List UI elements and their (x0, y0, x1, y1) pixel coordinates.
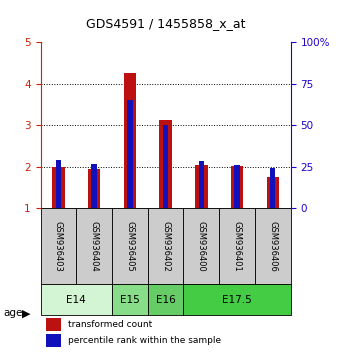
Text: GSM936404: GSM936404 (90, 221, 99, 272)
Text: GSM936405: GSM936405 (125, 221, 135, 272)
Bar (235, 165, 240, 208)
Bar (160, 120, 172, 208)
Text: E14: E14 (66, 295, 86, 304)
Text: percentile rank within the sample: percentile rank within the sample (68, 336, 221, 346)
Bar (41, 208, 76, 284)
Bar (56, 160, 61, 208)
Bar (76, 208, 112, 284)
Bar (112, 208, 148, 284)
Text: GSM936406: GSM936406 (268, 221, 277, 272)
Bar (199, 161, 204, 208)
Bar (124, 73, 136, 208)
Bar (255, 208, 291, 284)
Text: GSM936401: GSM936401 (233, 221, 242, 272)
Bar (46, 335, 61, 347)
Bar (148, 208, 184, 284)
Text: E17.5: E17.5 (222, 295, 252, 304)
Text: transformed count: transformed count (68, 320, 152, 329)
Bar (184, 208, 219, 284)
Text: GSM936403: GSM936403 (54, 221, 63, 272)
Bar (219, 208, 255, 284)
Bar (270, 168, 275, 208)
Text: ▶: ▶ (22, 308, 30, 318)
Bar (267, 177, 279, 208)
Bar (92, 164, 97, 208)
Text: age: age (3, 308, 23, 318)
Text: GSM936400: GSM936400 (197, 221, 206, 272)
Text: E16: E16 (156, 295, 175, 304)
Bar (41, 284, 112, 315)
Bar (231, 166, 243, 208)
Bar (112, 284, 148, 315)
Bar (184, 284, 291, 315)
Bar (195, 165, 208, 208)
Text: E15: E15 (120, 295, 140, 304)
Bar (46, 319, 61, 331)
Bar (127, 100, 132, 208)
Text: GSM936402: GSM936402 (161, 221, 170, 272)
Bar (88, 169, 100, 208)
Bar (163, 125, 168, 208)
Text: GDS4591 / 1455858_x_at: GDS4591 / 1455858_x_at (86, 17, 245, 30)
Bar (148, 284, 184, 315)
Bar (52, 167, 65, 208)
